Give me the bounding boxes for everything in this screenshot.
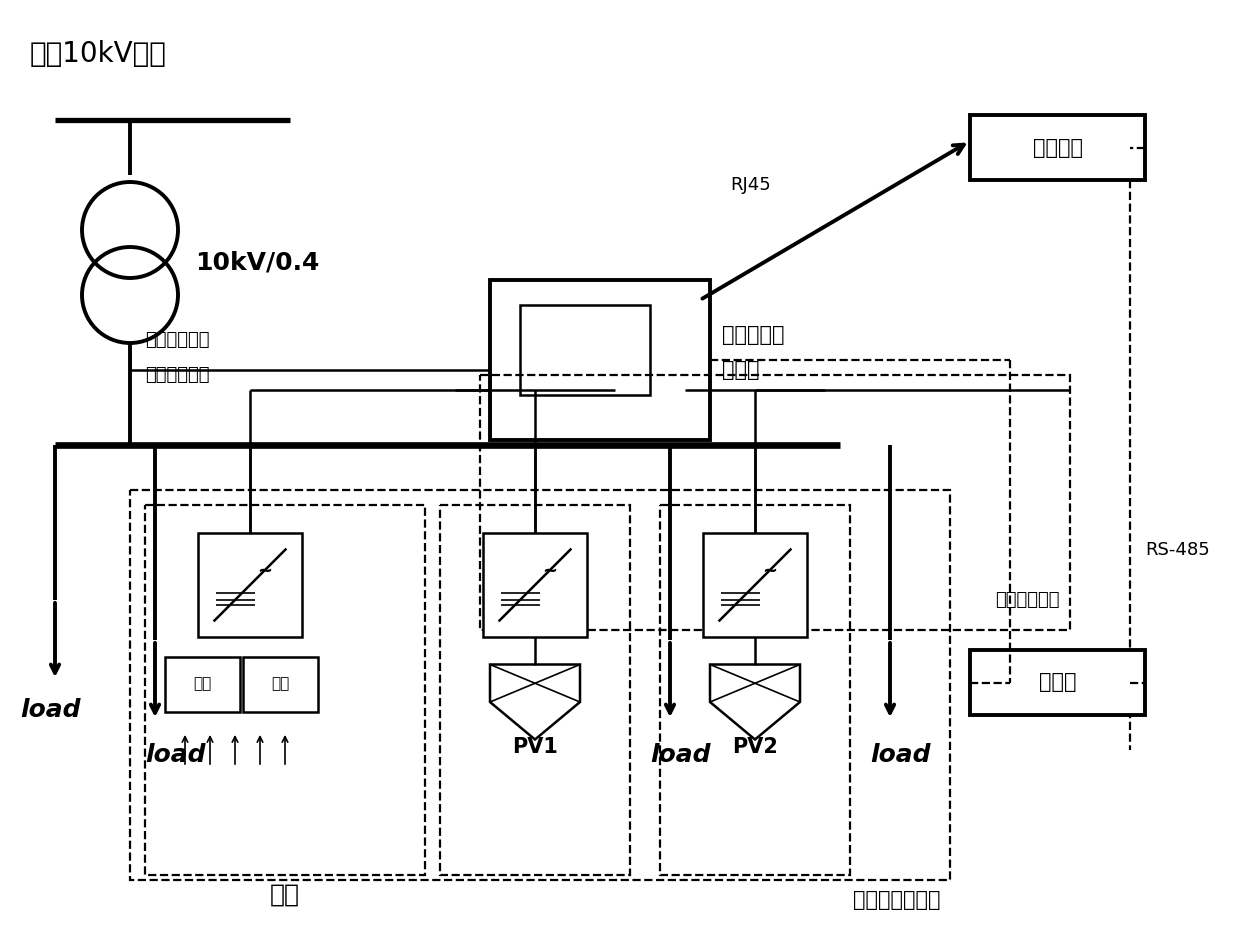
Bar: [440, 505, 629, 875]
Text: 电能质量参数: 电能质量参数: [145, 366, 209, 384]
Bar: [145, 505, 425, 875]
Bar: [483, 533, 587, 637]
Text: 统终端: 统终端: [722, 360, 760, 380]
Bar: [243, 657, 318, 712]
Text: RJ45: RJ45: [730, 176, 771, 194]
Text: 气象站: 气象站: [1038, 673, 1077, 692]
Text: 10kV/0.4: 10kV/0.4: [195, 250, 320, 274]
Text: 灵活并网设备组: 灵活并网设备组: [852, 890, 940, 910]
Text: load: load: [145, 743, 206, 767]
Bar: [970, 115, 1145, 180]
Text: PV2: PV2: [732, 737, 778, 757]
Text: load: load: [20, 698, 81, 722]
Text: ~: ~: [256, 561, 273, 580]
Text: 中央测控系: 中央测控系: [722, 325, 784, 345]
Bar: [130, 490, 950, 880]
Text: ~: ~: [762, 561, 777, 580]
Text: load: load: [650, 743, 710, 767]
Text: 能量: 能量: [193, 677, 211, 692]
Bar: [703, 533, 807, 637]
Text: 储能: 储能: [270, 883, 300, 907]
Text: load: load: [870, 743, 930, 767]
Text: 电力载波通讯: 电力载波通讯: [995, 591, 1061, 609]
Bar: [165, 657, 240, 712]
Text: 存储: 存储: [271, 677, 289, 692]
Text: ~: ~: [541, 561, 558, 580]
Bar: [520, 305, 650, 395]
Bar: [660, 505, 850, 875]
Text: 上级主站: 上级主站: [1032, 138, 1083, 158]
Bar: [479, 375, 1070, 630]
Bar: [198, 533, 302, 637]
Text: 用户10kV母线: 用户10kV母线: [30, 40, 167, 68]
Bar: [489, 280, 710, 440]
Text: RS-485: RS-485: [1145, 541, 1209, 559]
Text: 测台变并网点: 测台变并网点: [145, 331, 209, 349]
Text: PV1: PV1: [512, 737, 558, 757]
Bar: [970, 650, 1145, 715]
